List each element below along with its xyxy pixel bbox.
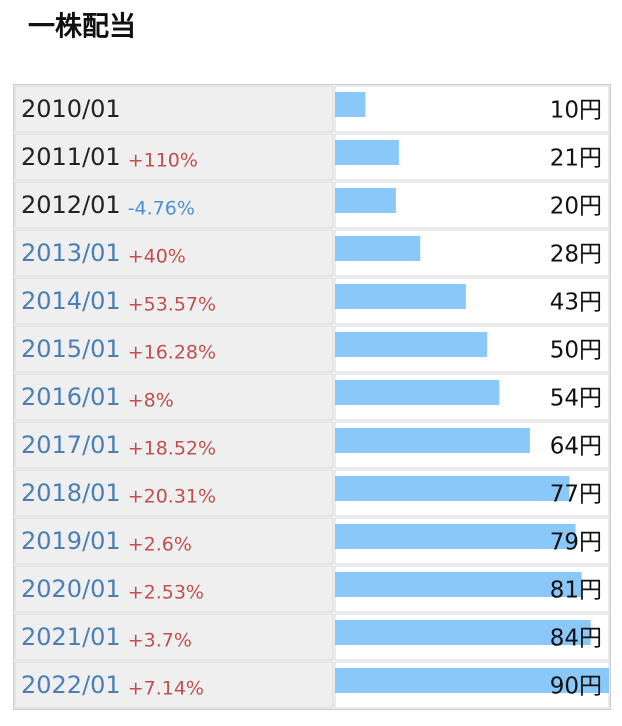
- value-label: 10円: [550, 98, 602, 124]
- bar: [335, 476, 570, 501]
- bar: [335, 668, 609, 693]
- year-label: 2011/01: [21, 143, 121, 171]
- value-label: 81円: [550, 578, 602, 604]
- change-label: +2.6%: [128, 534, 192, 556]
- bar: [335, 524, 576, 549]
- year-label[interactable]: 2018/01: [21, 479, 121, 507]
- year-label: 2012/01: [21, 191, 121, 219]
- change-label: +20.31%: [128, 486, 216, 508]
- label-cell: [14, 469, 334, 517]
- label-cell: [14, 565, 334, 613]
- year-label[interactable]: 2020/01: [21, 575, 121, 603]
- value-label: 79円: [550, 530, 602, 556]
- year-label[interactable]: 2015/01: [21, 335, 121, 363]
- value-label: 50円: [550, 338, 602, 364]
- value-label: 64円: [550, 434, 602, 460]
- value-label: 43円: [550, 290, 602, 316]
- change-label: +2.53%: [128, 582, 204, 604]
- year-label[interactable]: 2014/01: [21, 287, 121, 315]
- value-label: 77円: [550, 482, 602, 508]
- year-label[interactable]: 2013/01: [21, 239, 121, 267]
- label-cell: [14, 133, 334, 181]
- change-label: +3.7%: [128, 630, 192, 652]
- value-label: 90円: [550, 674, 602, 700]
- label-cell: [14, 181, 334, 229]
- bar: [335, 92, 366, 117]
- bar: [335, 620, 591, 645]
- label-cell: [14, 277, 334, 325]
- change-label: +40%: [128, 246, 186, 268]
- bar: [335, 188, 396, 213]
- year-label[interactable]: 2016/01: [21, 383, 121, 411]
- bar: [335, 284, 466, 309]
- label-cell: [14, 325, 334, 373]
- change-label: -4.76%: [128, 198, 195, 220]
- label-cell: [14, 229, 334, 277]
- label-cell: [14, 421, 334, 469]
- year-label[interactable]: 2021/01: [21, 623, 121, 651]
- year-label: 2010/01: [21, 95, 121, 123]
- bar: [335, 380, 500, 405]
- change-label: +16.28%: [128, 342, 216, 364]
- value-label: 21円: [550, 146, 602, 172]
- chart-title: 一株配当: [28, 12, 136, 43]
- label-cell: [14, 517, 334, 565]
- value-label: 54円: [550, 386, 602, 412]
- change-label: +110%: [128, 150, 198, 172]
- label-cell: [14, 661, 334, 709]
- change-label: +18.52%: [128, 438, 216, 460]
- value-label: 84円: [550, 626, 602, 652]
- label-cell: [14, 613, 334, 661]
- change-label: +8%: [128, 390, 174, 412]
- label-cell: [14, 373, 334, 421]
- bar: [335, 572, 582, 597]
- year-label[interactable]: 2022/01: [21, 671, 121, 699]
- bar: [335, 140, 399, 165]
- year-label[interactable]: 2019/01: [21, 527, 121, 555]
- change-label: +53.57%: [128, 294, 216, 316]
- year-label[interactable]: 2017/01: [21, 431, 121, 459]
- bar: [335, 236, 421, 261]
- value-cell: [334, 85, 610, 133]
- bar: [335, 332, 488, 357]
- value-label: 28円: [550, 242, 602, 268]
- value-label: 20円: [550, 194, 602, 220]
- bar: [335, 428, 530, 453]
- change-label: +7.14%: [128, 678, 204, 700]
- label-cell: [14, 85, 334, 133]
